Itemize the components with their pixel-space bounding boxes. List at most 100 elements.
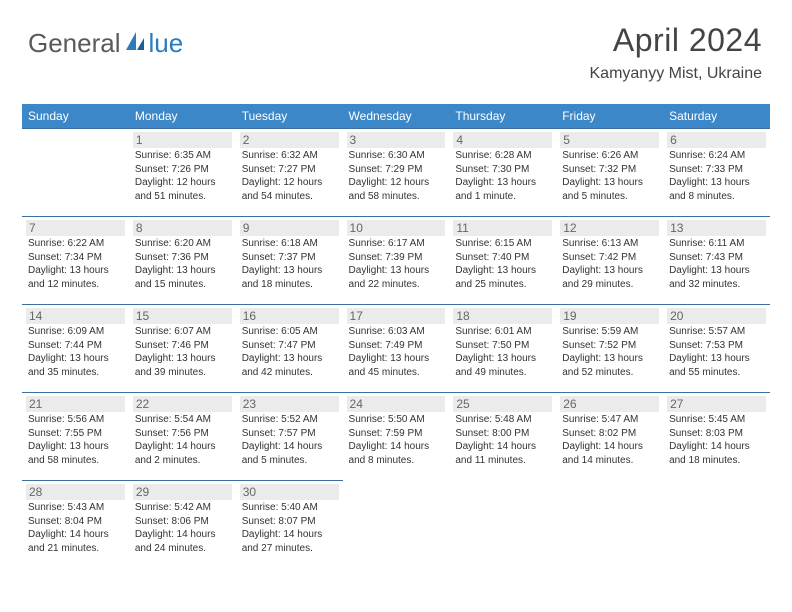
weekday-header: Saturday [663, 104, 770, 129]
weekday-header: Wednesday [343, 104, 450, 129]
day-details: Sunrise: 6:13 AMSunset: 7:42 PMDaylight:… [560, 237, 659, 291]
day-number: 14 [26, 308, 125, 324]
logo-text-general: General [28, 28, 121, 59]
sunset-text: Sunset: 7:36 PM [135, 251, 230, 265]
sunrise-text: Sunrise: 5:50 AM [349, 413, 444, 427]
calendar-cell [22, 129, 129, 217]
daylight-text: Daylight: 13 hours and 29 minutes. [562, 264, 657, 291]
sunrise-text: Sunrise: 5:47 AM [562, 413, 657, 427]
day-details: Sunrise: 6:15 AMSunset: 7:40 PMDaylight:… [453, 237, 552, 291]
calendar-row: 28Sunrise: 5:43 AMSunset: 8:04 PMDayligh… [22, 481, 770, 569]
calendar-cell: 22Sunrise: 5:54 AMSunset: 7:56 PMDayligh… [129, 393, 236, 481]
sunset-text: Sunset: 7:52 PM [562, 339, 657, 353]
sunset-text: Sunset: 8:02 PM [562, 427, 657, 441]
daylight-text: Daylight: 14 hours and 14 minutes. [562, 440, 657, 467]
weekday-header-row: Sunday Monday Tuesday Wednesday Thursday… [22, 104, 770, 129]
day-details: Sunrise: 6:26 AMSunset: 7:32 PMDaylight:… [560, 149, 659, 203]
sunset-text: Sunset: 7:49 PM [349, 339, 444, 353]
day-number: 6 [667, 132, 766, 148]
day-details: Sunrise: 5:50 AMSunset: 7:59 PMDaylight:… [347, 413, 446, 467]
calendar-cell: 1Sunrise: 6:35 AMSunset: 7:26 PMDaylight… [129, 129, 236, 217]
day-number: 13 [667, 220, 766, 236]
daylight-text: Daylight: 13 hours and 22 minutes. [349, 264, 444, 291]
sunset-text: Sunset: 7:34 PM [28, 251, 123, 265]
day-details: Sunrise: 6:22 AMSunset: 7:34 PMDaylight:… [26, 237, 125, 291]
day-details: Sunrise: 6:17 AMSunset: 7:39 PMDaylight:… [347, 237, 446, 291]
calendar-cell: 26Sunrise: 5:47 AMSunset: 8:02 PMDayligh… [556, 393, 663, 481]
calendar-cell: 11Sunrise: 6:15 AMSunset: 7:40 PMDayligh… [449, 217, 556, 305]
day-number: 15 [133, 308, 232, 324]
daylight-text: Daylight: 12 hours and 58 minutes. [349, 176, 444, 203]
sunrise-text: Sunrise: 6:17 AM [349, 237, 444, 251]
sunrise-text: Sunrise: 6:35 AM [135, 149, 230, 163]
day-details: Sunrise: 6:35 AMSunset: 7:26 PMDaylight:… [133, 149, 232, 203]
day-number: 20 [667, 308, 766, 324]
day-details: Sunrise: 5:43 AMSunset: 8:04 PMDaylight:… [26, 501, 125, 555]
sunrise-text: Sunrise: 6:03 AM [349, 325, 444, 339]
day-details: Sunrise: 6:09 AMSunset: 7:44 PMDaylight:… [26, 325, 125, 379]
calendar-cell: 21Sunrise: 5:56 AMSunset: 7:55 PMDayligh… [22, 393, 129, 481]
calendar-cell: 19Sunrise: 5:59 AMSunset: 7:52 PMDayligh… [556, 305, 663, 393]
sunset-text: Sunset: 7:30 PM [455, 163, 550, 177]
sunrise-text: Sunrise: 6:01 AM [455, 325, 550, 339]
sunrise-text: Sunrise: 5:45 AM [669, 413, 764, 427]
sunrise-text: Sunrise: 5:48 AM [455, 413, 550, 427]
calendar-cell: 14Sunrise: 6:09 AMSunset: 7:44 PMDayligh… [22, 305, 129, 393]
daylight-text: Daylight: 12 hours and 51 minutes. [135, 176, 230, 203]
sunrise-text: Sunrise: 6:09 AM [28, 325, 123, 339]
calendar-row: 21Sunrise: 5:56 AMSunset: 7:55 PMDayligh… [22, 393, 770, 481]
day-details: Sunrise: 5:48 AMSunset: 8:00 PMDaylight:… [453, 413, 552, 467]
sunset-text: Sunset: 7:26 PM [135, 163, 230, 177]
calendar-cell: 25Sunrise: 5:48 AMSunset: 8:00 PMDayligh… [449, 393, 556, 481]
logo: General lue [28, 28, 183, 59]
daylight-text: Daylight: 13 hours and 15 minutes. [135, 264, 230, 291]
day-number: 19 [560, 308, 659, 324]
sunrise-text: Sunrise: 6:22 AM [28, 237, 123, 251]
sunset-text: Sunset: 8:07 PM [242, 515, 337, 529]
daylight-text: Daylight: 14 hours and 27 minutes. [242, 528, 337, 555]
daylight-text: Daylight: 13 hours and 52 minutes. [562, 352, 657, 379]
sunset-text: Sunset: 7:42 PM [562, 251, 657, 265]
day-number: 26 [560, 396, 659, 412]
sunset-text: Sunset: 7:44 PM [28, 339, 123, 353]
calendar-cell: 10Sunrise: 6:17 AMSunset: 7:39 PMDayligh… [343, 217, 450, 305]
sunset-text: Sunset: 7:50 PM [455, 339, 550, 353]
daylight-text: Daylight: 13 hours and 42 minutes. [242, 352, 337, 379]
daylight-text: Daylight: 14 hours and 2 minutes. [135, 440, 230, 467]
sunrise-text: Sunrise: 6:18 AM [242, 237, 337, 251]
sunset-text: Sunset: 7:27 PM [242, 163, 337, 177]
day-details: Sunrise: 6:32 AMSunset: 7:27 PMDaylight:… [240, 149, 339, 203]
day-details: Sunrise: 5:54 AMSunset: 7:56 PMDaylight:… [133, 413, 232, 467]
day-number: 9 [240, 220, 339, 236]
day-number: 12 [560, 220, 659, 236]
sunset-text: Sunset: 8:00 PM [455, 427, 550, 441]
day-details: Sunrise: 5:42 AMSunset: 8:06 PMDaylight:… [133, 501, 232, 555]
location-label: Kamyanyy Mist, Ukraine [590, 65, 763, 83]
sunrise-text: Sunrise: 6:26 AM [562, 149, 657, 163]
calendar-cell: 24Sunrise: 5:50 AMSunset: 7:59 PMDayligh… [343, 393, 450, 481]
calendar-cell [663, 481, 770, 569]
daylight-text: Daylight: 14 hours and 5 minutes. [242, 440, 337, 467]
weekday-header: Thursday [449, 104, 556, 129]
calendar-cell: 16Sunrise: 6:05 AMSunset: 7:47 PMDayligh… [236, 305, 343, 393]
day-details: Sunrise: 6:28 AMSunset: 7:30 PMDaylight:… [453, 149, 552, 203]
daylight-text: Daylight: 13 hours and 49 minutes. [455, 352, 550, 379]
day-details: Sunrise: 5:45 AMSunset: 8:03 PMDaylight:… [667, 413, 766, 467]
day-number: 30 [240, 484, 339, 500]
daylight-text: Daylight: 14 hours and 8 minutes. [349, 440, 444, 467]
day-number: 17 [347, 308, 446, 324]
day-details: Sunrise: 6:03 AMSunset: 7:49 PMDaylight:… [347, 325, 446, 379]
weekday-header: Sunday [22, 104, 129, 129]
logo-text-blue: lue [149, 28, 184, 59]
calendar-cell: 20Sunrise: 5:57 AMSunset: 7:53 PMDayligh… [663, 305, 770, 393]
calendar-cell: 9Sunrise: 6:18 AMSunset: 7:37 PMDaylight… [236, 217, 343, 305]
calendar-cell [343, 481, 450, 569]
daylight-text: Daylight: 14 hours and 24 minutes. [135, 528, 230, 555]
calendar-cell: 3Sunrise: 6:30 AMSunset: 7:29 PMDaylight… [343, 129, 450, 217]
weekday-header: Tuesday [236, 104, 343, 129]
calendar-row: 14Sunrise: 6:09 AMSunset: 7:44 PMDayligh… [22, 305, 770, 393]
day-number: 1 [133, 132, 232, 148]
day-details: Sunrise: 5:52 AMSunset: 7:57 PMDaylight:… [240, 413, 339, 467]
day-details: Sunrise: 6:07 AMSunset: 7:46 PMDaylight:… [133, 325, 232, 379]
day-details: Sunrise: 6:24 AMSunset: 7:33 PMDaylight:… [667, 149, 766, 203]
